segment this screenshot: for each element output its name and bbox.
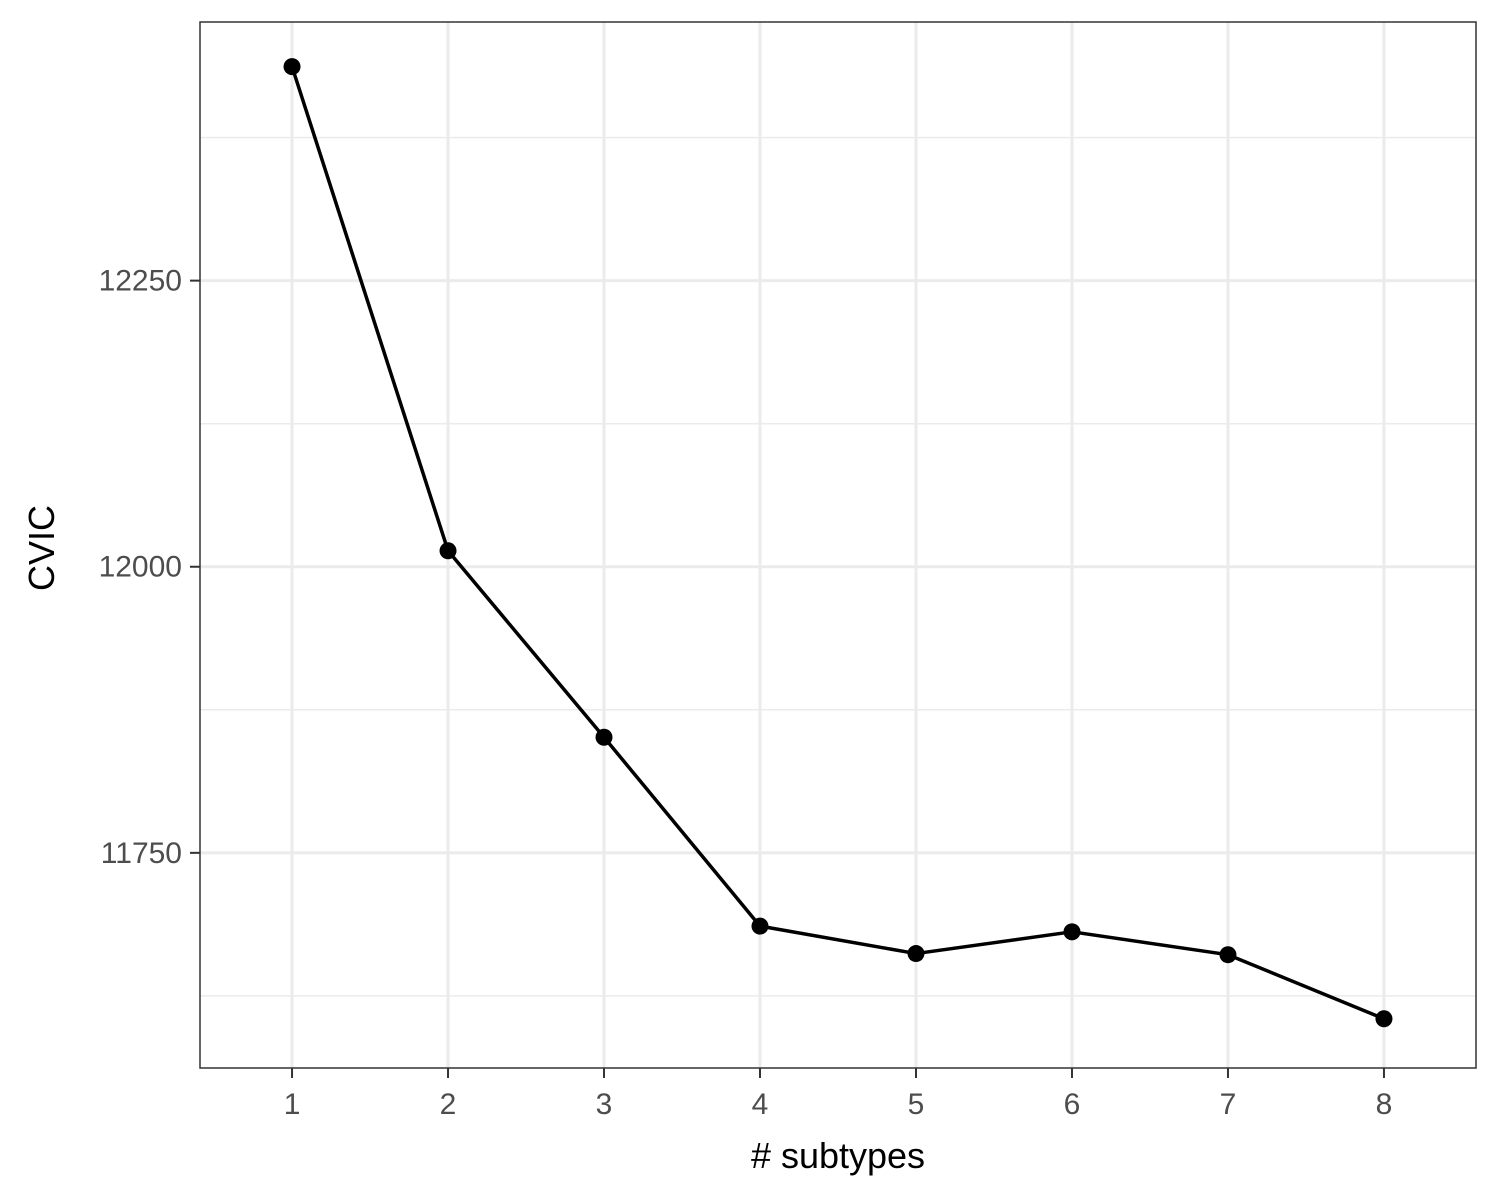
x-tick-label: 6 (1064, 1088, 1081, 1121)
y-tick-label: 12000 (99, 551, 182, 584)
x-tick-label: 4 (752, 1088, 769, 1121)
x-axis-title: # subtypes (751, 1135, 925, 1176)
series-cvic (283, 58, 1393, 1028)
plot-border (199, 21, 1477, 1069)
data-point-5 (907, 945, 925, 963)
x-tick-label: 3 (596, 1088, 613, 1121)
data-point-4 (751, 917, 769, 935)
x-axis: 1 2 3 4 5 6 7 8 (284, 1068, 1393, 1121)
data-point-3 (595, 728, 613, 746)
plot-background (200, 22, 1476, 1068)
y-axis-title: CVIC (21, 505, 62, 591)
y-axis: 11750 12000 12250 (99, 265, 200, 870)
data-point-8 (1375, 1010, 1393, 1028)
y-tick-label: 11750 (101, 837, 182, 870)
x-tick-label: 1 (284, 1088, 301, 1121)
data-point-7 (1219, 946, 1237, 964)
major-grid (200, 22, 1476, 1068)
data-point-2 (439, 542, 457, 560)
x-tick-label: 7 (1220, 1088, 1237, 1121)
minor-grid (200, 136, 1476, 997)
data-point-6 (1063, 923, 1081, 941)
x-tick-label: 8 (1376, 1088, 1393, 1121)
data-point-1 (283, 58, 301, 76)
x-tick-label: 2 (440, 1088, 457, 1121)
series-line (290, 66, 1385, 1021)
y-tick-label: 12250 (99, 265, 182, 298)
x-tick-label: 5 (908, 1088, 925, 1121)
